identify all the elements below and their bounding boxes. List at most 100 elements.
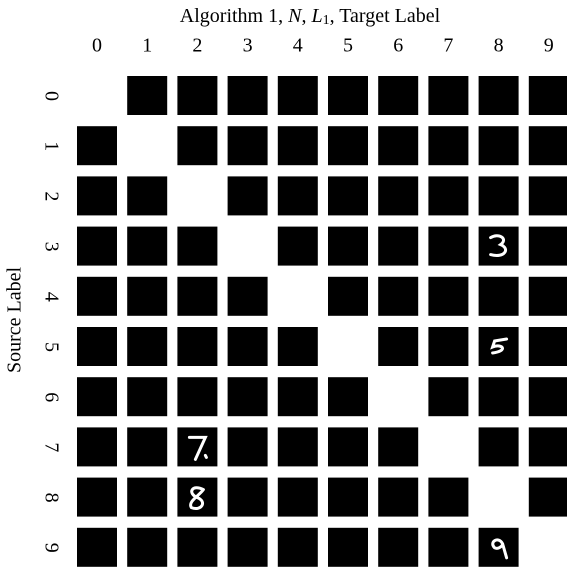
image-cell: [227, 76, 268, 115]
image-cell: [127, 226, 168, 266]
image-cell: [77, 377, 117, 417]
image-cell: [277, 327, 318, 366]
image-cell: [378, 176, 419, 216]
digit-stroke: [490, 337, 509, 355]
title-part: ,: [301, 5, 311, 27]
image-cell: [277, 477, 318, 517]
row-label: 4: [40, 292, 62, 302]
image-cell: [428, 327, 469, 366]
column-label: 3: [243, 35, 253, 57]
image-cell: [428, 377, 469, 417]
row-label: 5: [40, 342, 62, 352]
image-cell: [177, 276, 218, 316]
row-label: 0: [40, 91, 62, 101]
column-label: 8: [494, 35, 504, 57]
image-cell: [378, 76, 419, 115]
image-cell: [328, 427, 368, 467]
image-cell: [478, 377, 519, 417]
image-cell: [528, 427, 567, 467]
image-cell: [528, 327, 567, 366]
image-cell: [177, 527, 218, 567]
title-part: L: [310, 5, 322, 27]
image-cell: [528, 76, 567, 115]
image-cell: [77, 527, 117, 567]
image-cell: [478, 176, 519, 216]
title-part: 1: [323, 13, 330, 28]
image-cell: [478, 427, 519, 467]
image-cell: [127, 427, 168, 467]
row-label: 9: [40, 543, 62, 553]
column-label: 4: [293, 35, 303, 57]
row-label: 3: [40, 242, 62, 252]
image-cell: [127, 527, 168, 567]
image-cell: [378, 276, 419, 316]
image-cell: [328, 176, 368, 216]
image-cell: [328, 276, 368, 316]
image-cell: [328, 477, 368, 517]
image-cell: [77, 126, 117, 166]
image-cell: [227, 276, 268, 316]
image-cell: [277, 527, 318, 567]
image-cell: [127, 477, 168, 517]
column-label: 5: [343, 35, 353, 57]
image-cell: [478, 276, 519, 316]
title-part: N: [287, 5, 303, 27]
image-cell: [77, 427, 117, 467]
column-label: 2: [192, 35, 202, 57]
image-cell: [227, 477, 268, 517]
image-cell: [528, 276, 567, 316]
image-cell: [227, 427, 268, 467]
image-cell: [77, 226, 117, 266]
digit-stroke: [187, 435, 208, 461]
column-label: 7: [443, 35, 453, 57]
image-cell: [528, 477, 567, 517]
image-cell: [277, 176, 318, 216]
image-cell: [378, 477, 419, 517]
image-cell: [378, 527, 419, 567]
image-cell: [528, 226, 567, 266]
image-cell: [177, 226, 218, 266]
image-cell: [277, 76, 318, 115]
image-cell: [528, 176, 567, 216]
image-cell: [428, 527, 469, 567]
row-label: 7: [40, 442, 62, 452]
image-cell: [428, 477, 469, 517]
image-cell: [378, 427, 419, 467]
digit-stroke: [489, 234, 508, 257]
image-cell: [177, 377, 218, 417]
image-cell: [77, 327, 117, 366]
image-cell: [227, 176, 268, 216]
image-cell: [127, 327, 168, 366]
image-cell: [277, 126, 318, 166]
image-cell: [127, 76, 168, 115]
image-cell: [528, 126, 567, 166]
image-cell: [328, 527, 368, 567]
image-cell: [378, 226, 419, 266]
image-cell: [378, 126, 419, 166]
image-cell: [77, 477, 117, 517]
image-cell: [328, 226, 368, 266]
column-label: 0: [92, 35, 102, 57]
image-cell: [127, 276, 168, 316]
image-cell: [127, 377, 168, 417]
column-label: 9: [544, 35, 554, 57]
row-label: 6: [40, 392, 62, 402]
row-label: 8: [40, 493, 62, 503]
image-cell: [227, 327, 268, 366]
image-cell: [177, 327, 218, 366]
image-cell: [478, 226, 519, 266]
image-cell: [478, 126, 519, 166]
row-label: 2: [40, 191, 62, 201]
image-cell: [428, 126, 469, 166]
image-cell: [478, 76, 519, 115]
title-part: , Target Label: [330, 5, 441, 27]
column-label: 6: [393, 35, 403, 57]
image-cell: [428, 226, 469, 266]
image-cell: [328, 126, 368, 166]
digit-stroke: [491, 538, 509, 560]
image-cell: [328, 76, 368, 115]
image-cell: [177, 76, 218, 115]
image-cell: [378, 327, 419, 366]
